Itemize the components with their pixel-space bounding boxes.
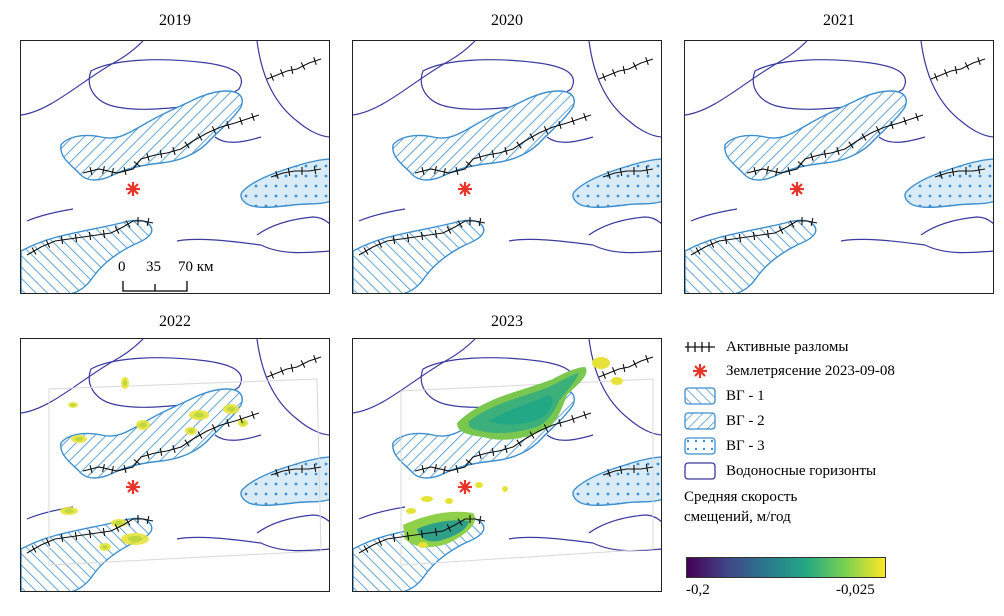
vg3-area — [240, 456, 329, 506]
scale-tick-35: 35 — [146, 259, 161, 275]
vg2-area — [60, 388, 243, 479]
vg1-area — [353, 219, 485, 293]
earthquake-star-icon — [126, 182, 140, 196]
map-svg-2020 — [353, 41, 661, 293]
scale-tick-0: 0 — [118, 259, 126, 275]
legend-item-aquifers: Водоносные горизонты — [684, 460, 876, 482]
legend-label-aquifers: Водоносные горизонты — [726, 462, 877, 479]
colorbar-title: Средняя скорость смещений, м/год — [684, 487, 797, 527]
vg2-swatch-icon — [684, 412, 716, 430]
legend-label-earthquake: Землетрясение 2023-09-08 — [726, 362, 895, 379]
map-svg-2019 — [21, 41, 329, 293]
colorbar-gradient — [686, 557, 886, 578]
vg1-swatch-icon — [684, 387, 716, 405]
colorbar-min-label: -0,2 — [686, 582, 710, 598]
map-panel-2021 — [684, 40, 994, 294]
scale-bar: 0 35 70 км — [110, 259, 230, 299]
legend-label-vg3: ВГ - 3 — [726, 437, 765, 454]
aquifer-outlines — [21, 339, 329, 552]
vg3-area — [572, 158, 661, 208]
map-svg-2021 — [685, 41, 993, 293]
colorbar-title-line2: смещений, м/год — [684, 509, 791, 525]
earthquake-star-icon — [693, 364, 707, 378]
panel-title-2021: 2021 — [823, 12, 855, 29]
map-svg-2022 — [21, 339, 329, 591]
map-panel-2020 — [352, 40, 662, 294]
earthquake-star-icon — [126, 480, 140, 494]
legend-item-faults: Активные разломы — [684, 336, 848, 358]
legend-label-faults: Активные разломы — [726, 338, 849, 355]
vg3-area — [904, 158, 993, 208]
panel-title-2020: 2020 — [491, 12, 523, 29]
vg2-area — [60, 90, 243, 181]
legend-item-vg1: ВГ - 1 — [684, 385, 765, 407]
aquifer-outlines — [21, 41, 329, 254]
vg2-area — [392, 90, 575, 181]
vg2-area — [724, 90, 907, 181]
fault-line-icon — [685, 342, 715, 352]
panel-title-2022: 2022 — [159, 313, 191, 330]
map-panel-2022 — [20, 338, 330, 592]
aquifer-swatch-icon — [684, 462, 716, 480]
active-faults — [358, 57, 654, 256]
map-panel-2023 — [352, 338, 662, 592]
map-svg-2023 — [353, 339, 661, 591]
vg3-swatch-icon — [684, 437, 716, 455]
colorbar-title-line1: Средняя скорость — [684, 489, 798, 505]
active-faults — [358, 355, 654, 554]
vg1-area — [21, 517, 153, 591]
panel-title-2023: 2023 — [491, 313, 523, 330]
vg1-area — [21, 219, 153, 293]
legend-label-vg1: ВГ - 1 — [726, 387, 765, 404]
map-panel-2019 — [20, 40, 330, 294]
colorbar-max-label: -0,025 — [836, 582, 875, 598]
legend-item-earthquake: Землетрясение 2023-09-08 — [684, 360, 895, 382]
earthquake-star-icon — [458, 480, 472, 494]
vg3-area — [240, 158, 329, 208]
active-faults — [26, 57, 322, 256]
vg3-area — [572, 456, 661, 506]
legend-label-vg2: ВГ - 2 — [726, 412, 765, 429]
active-faults — [26, 355, 322, 554]
earthquake-star-icon — [458, 182, 472, 196]
active-faults — [690, 57, 986, 256]
panel-title-2019: 2019 — [159, 12, 191, 29]
earthquake-star-icon — [790, 182, 804, 196]
legend-item-vg2: ВГ - 2 — [684, 410, 765, 432]
scale-tick-70: 70 км — [178, 259, 214, 275]
vg1-area — [685, 219, 817, 293]
legend-item-vg3: ВГ - 3 — [684, 435, 765, 457]
scale-line — [122, 281, 188, 292]
